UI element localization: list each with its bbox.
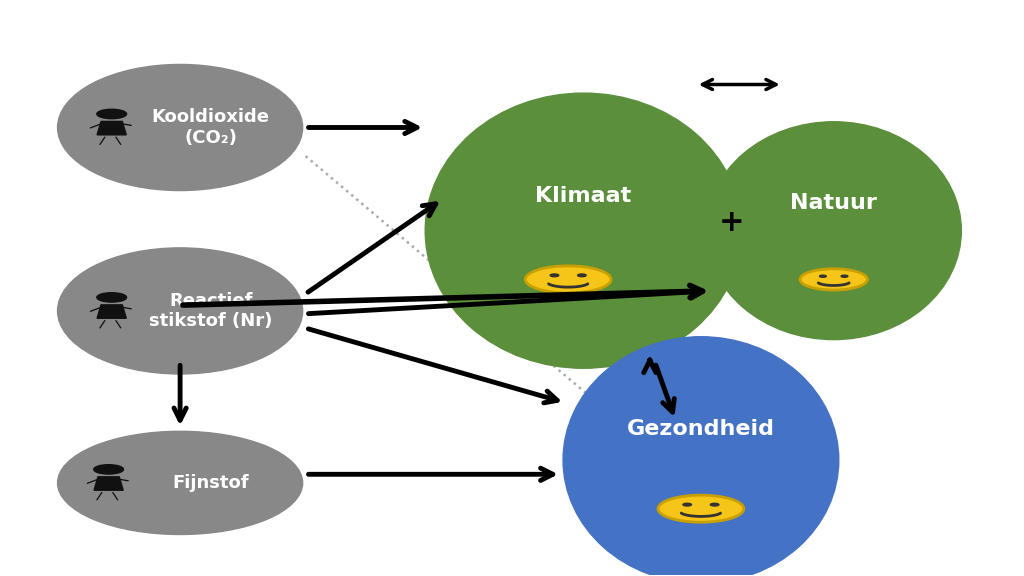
Ellipse shape <box>57 431 303 535</box>
Polygon shape <box>97 122 126 135</box>
Ellipse shape <box>550 274 559 276</box>
Polygon shape <box>97 305 126 319</box>
Ellipse shape <box>819 275 826 277</box>
Polygon shape <box>94 477 123 490</box>
Text: Fijnstof: Fijnstof <box>172 474 249 492</box>
Text: Kooldioxide
(CO₂): Kooldioxide (CO₂) <box>152 108 269 147</box>
Ellipse shape <box>578 274 586 276</box>
Ellipse shape <box>563 337 839 576</box>
Ellipse shape <box>97 109 127 119</box>
Ellipse shape <box>425 93 741 368</box>
Ellipse shape <box>658 495 743 522</box>
Text: Gezondheid: Gezondheid <box>627 419 775 439</box>
Ellipse shape <box>706 122 962 340</box>
Text: +: + <box>719 207 744 237</box>
Ellipse shape <box>711 503 719 506</box>
Ellipse shape <box>94 465 124 474</box>
Text: Klimaat: Klimaat <box>536 186 632 206</box>
Ellipse shape <box>683 503 691 506</box>
Ellipse shape <box>841 275 848 277</box>
Ellipse shape <box>97 293 127 302</box>
Ellipse shape <box>57 65 303 191</box>
Ellipse shape <box>525 266 611 293</box>
Text: Natuur: Natuur <box>791 194 878 214</box>
Text: Reactief
stikstof (Nr): Reactief stikstof (Nr) <box>150 291 272 330</box>
Ellipse shape <box>57 248 303 374</box>
Ellipse shape <box>800 269 867 290</box>
